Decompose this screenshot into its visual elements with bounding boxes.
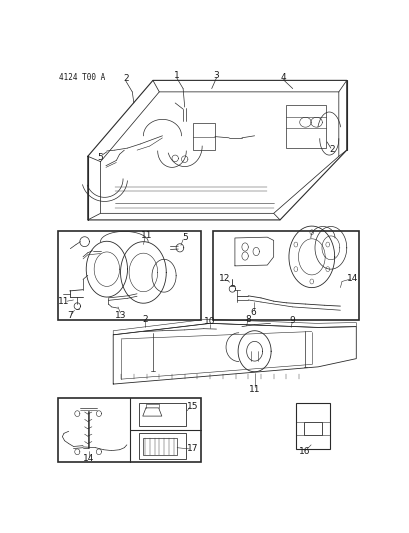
Text: 4: 4 xyxy=(280,72,285,82)
Bar xyxy=(213,231,358,320)
Text: 13: 13 xyxy=(115,311,127,320)
Text: 9: 9 xyxy=(289,317,295,325)
Text: 3: 3 xyxy=(213,71,219,80)
Bar xyxy=(138,433,186,459)
Text: 14: 14 xyxy=(83,454,94,463)
Text: 10: 10 xyxy=(204,317,216,326)
Text: 11: 11 xyxy=(58,297,70,306)
Text: 2: 2 xyxy=(123,74,128,83)
Text: 1: 1 xyxy=(173,71,179,80)
Text: 5: 5 xyxy=(181,232,187,241)
Text: 14: 14 xyxy=(346,273,358,282)
Text: 16: 16 xyxy=(298,447,310,456)
Text: 11: 11 xyxy=(140,231,152,240)
Bar xyxy=(295,403,329,449)
Text: 6: 6 xyxy=(249,308,255,317)
Bar xyxy=(57,231,200,320)
Text: 15: 15 xyxy=(187,402,198,411)
Bar xyxy=(143,438,176,455)
Text: 7: 7 xyxy=(67,311,72,320)
Text: 12: 12 xyxy=(218,273,229,282)
Bar xyxy=(303,422,321,435)
Text: 5: 5 xyxy=(97,152,103,161)
Bar xyxy=(192,124,214,150)
Text: 2: 2 xyxy=(142,314,147,324)
Bar xyxy=(138,403,186,426)
Text: 8: 8 xyxy=(245,314,251,324)
Text: 11: 11 xyxy=(248,385,260,394)
Text: 17: 17 xyxy=(187,445,198,454)
Bar xyxy=(57,399,200,462)
Text: 2: 2 xyxy=(329,145,335,154)
Text: 4124 T00 A: 4124 T00 A xyxy=(59,73,105,82)
Bar xyxy=(285,105,325,148)
